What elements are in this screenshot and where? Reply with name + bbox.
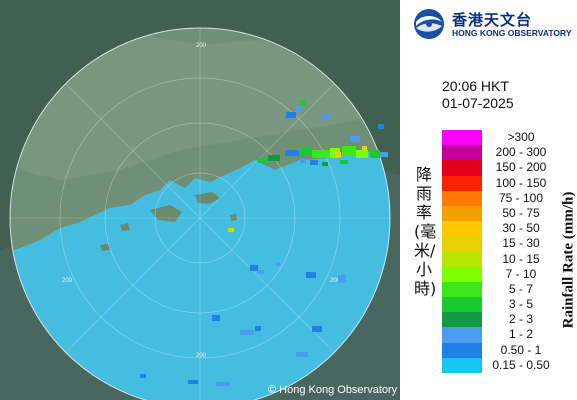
legend-row: 7 - 10 <box>442 266 572 282</box>
legend-row: 15 - 30 <box>442 236 572 252</box>
copyright-text: © Hong Kong Observatory <box>268 384 398 396</box>
legend-row: 0.50 - 1 <box>442 342 572 358</box>
legend-title-en: Rainfall Rate (mm/h) <box>560 191 577 329</box>
legend-color-swatch <box>442 160 482 176</box>
legend-range-label: >300 <box>507 130 535 144</box>
legend-row: 2 - 3 <box>442 312 572 328</box>
legend-row: 200 - 300 <box>442 145 572 161</box>
rain-echoes <box>140 100 388 386</box>
legend-row: 3 - 5 <box>442 297 572 313</box>
legend-color-swatch <box>442 312 482 328</box>
legend-row: 1 - 2 <box>442 327 572 343</box>
legend-row: >300 <box>442 130 572 146</box>
legend-color-swatch <box>442 251 482 267</box>
org-name-zh: 香港天文台 <box>452 11 533 29</box>
legend-range-label: 1 - 2 <box>508 327 533 342</box>
info-panel: 香港天文台 HONG KONG OBSERVATORY 20:06 HKT 01… <box>400 0 577 400</box>
legend-range-label: 3 - 5 <box>508 297 533 312</box>
hko-logo: 香港天文台 HONG KONG OBSERVATORY <box>412 6 572 42</box>
legend-row: 0.15 - 0.50 <box>442 357 572 373</box>
legend-range-label: 100 - 150 <box>495 175 547 190</box>
timestamp-date: 01-07-2025 <box>442 95 514 111</box>
radar-coverage-circle <box>9 27 391 400</box>
rainfall-rate-legend: >300 200 - 300 150 - 200 100 - 150 75 - 100 5… <box>442 130 572 373</box>
range-label-east: 200 <box>330 278 341 284</box>
timestamp-time: 20:06 HKT <box>442 78 509 94</box>
legend-range-label: 75 - 100 <box>498 190 544 205</box>
range-spokes <box>10 28 390 400</box>
radar-map: 200 200 200 200 <box>0 0 400 400</box>
legend-range-label: 15 - 30 <box>502 236 540 251</box>
legend-color-swatch <box>442 297 482 313</box>
legend-color-swatch <box>442 357 482 373</box>
lantau-island <box>150 205 182 222</box>
range-label-north: 200 <box>196 43 207 49</box>
legend-color-swatch <box>442 236 482 252</box>
range-label-south: 200 <box>196 353 207 359</box>
legend-color-swatch <box>442 175 482 191</box>
legend-row: 100 - 150 <box>442 175 572 191</box>
legend-color-swatch <box>442 281 482 298</box>
legend-color-swatch <box>442 266 482 282</box>
land-highlands <box>20 30 380 180</box>
legend-range-label: 150 - 200 <box>495 160 547 175</box>
legend-row: 10 - 15 <box>442 251 572 267</box>
legend-row: 5 - 7 <box>442 281 572 298</box>
legend-range-label: 50 - 75 <box>502 205 540 220</box>
legend-row: 150 - 200 <box>442 160 572 176</box>
legend-row: 50 - 75 <box>442 205 572 222</box>
legend-row: 75 - 100 <box>442 190 572 206</box>
legend-range-label: 7 - 10 <box>505 266 537 281</box>
legend-range-label: 200 - 300 <box>495 145 547 160</box>
legend-color-swatch <box>442 342 482 358</box>
range-rings <box>9 27 391 400</box>
legend-row: 30 - 50 <box>442 221 572 237</box>
legend-color-swatch <box>442 205 482 222</box>
legend-title-zh: 降雨率(毫米/小時) <box>414 165 437 298</box>
legend-range-label: 10 - 15 <box>502 251 540 266</box>
legend-range-label: 0.50 - 1 <box>500 342 542 357</box>
legend-range-label: 5 - 7 <box>508 281 533 296</box>
hong-kong-island <box>195 192 220 204</box>
legend-color-swatch <box>442 190 482 206</box>
org-name-en: HONG KONG OBSERVATORY <box>452 28 572 38</box>
legend-color-swatch <box>442 221 482 237</box>
hko-swirl-logo-icon <box>414 9 444 39</box>
legend-color-swatch <box>442 145 482 161</box>
legend-color-swatch <box>442 130 482 146</box>
legend-range-label: 30 - 50 <box>502 221 540 236</box>
legend-range-label: 0.15 - 0.50 <box>492 357 550 372</box>
legend-color-swatch <box>442 327 482 343</box>
range-label-west: 200 <box>62 278 73 284</box>
legend-range-label: 2 - 3 <box>508 312 533 327</box>
